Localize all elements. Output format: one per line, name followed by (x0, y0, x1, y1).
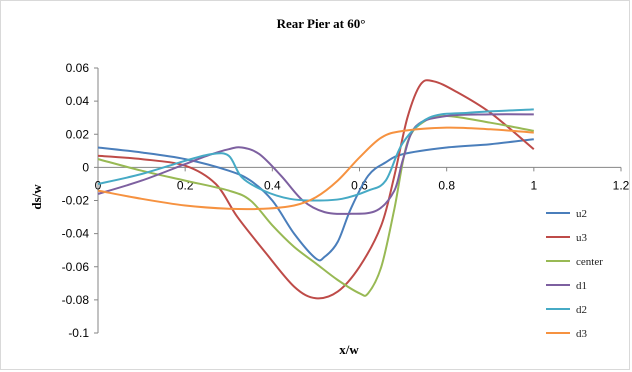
y-tick-label: 0.04 (66, 94, 90, 108)
y-tick-label: 0.06 (66, 61, 90, 75)
x-axis-label: x/w (339, 342, 359, 357)
legend-label-u2: u2 (576, 208, 587, 220)
chart-title: Rear Pier at 60° (277, 16, 366, 31)
series-line-u2 (97, 138, 534, 262)
series-line-d3 (97, 126, 534, 211)
x-tick-label: 0.4 (264, 178, 281, 192)
plot-area: 0.06 0.04 0.02 0 -0.02 -0.04 -0.06 -0.08 -0.1 0 0.… (62, 61, 630, 340)
y-tick-label: 0.02 (66, 127, 90, 141)
legend-label-d3: d3 (576, 328, 588, 340)
y-tick-label: -0.02 (62, 194, 90, 208)
legend-label-center: center (576, 256, 603, 268)
series-line-d2 (97, 108, 534, 202)
y-tick-label: -0.04 (62, 227, 90, 241)
series-line-d1 (97, 113, 534, 215)
series-line-center (97, 114, 534, 297)
y-tick-label: -0.06 (62, 260, 90, 274)
legend-label-d1: d1 (576, 280, 587, 292)
x-tick-label: 1.2 (613, 178, 630, 192)
y-tick-label: -0.08 (62, 293, 90, 307)
y-tick-label: -0.1 (68, 326, 89, 340)
y-tick-label: 0 (82, 160, 89, 174)
series-layer (97, 79, 535, 300)
legend-label-d2: d2 (576, 304, 587, 316)
series-line-u3 (97, 79, 535, 300)
x-tick-label: 0 (95, 178, 102, 192)
x-tick-label: 1 (530, 178, 537, 192)
y-axis-label: ds/w (29, 184, 44, 210)
legend: u2 u3 center d1 d2 d3 (546, 208, 603, 340)
x-tick-label: 0.8 (438, 178, 455, 192)
legend-label-u3: u3 (576, 232, 588, 244)
